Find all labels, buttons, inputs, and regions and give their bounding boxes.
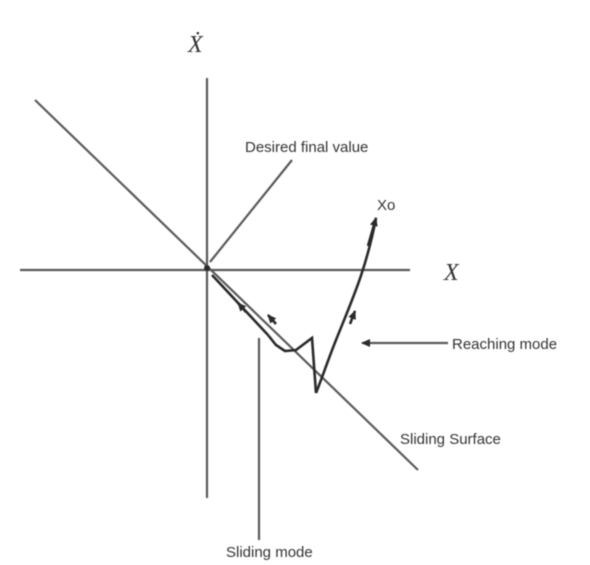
initial-state-label: Xo (377, 197, 395, 214)
x-axis-label: X (443, 260, 460, 286)
y-axis-label: Ẋ (187, 32, 204, 58)
sliding-arrow-2 (267, 314, 277, 325)
reaching-arrow-mid (348, 310, 357, 325)
sliding-surface-line (34, 99, 419, 471)
reaching-mode-label: Reaching mode (452, 336, 557, 353)
equilibrium-point (204, 265, 210, 271)
sliding-surface-label: Sliding Surface (400, 431, 501, 448)
reaching-trajectory (314, 217, 378, 394)
chattering-zigzag (266, 334, 318, 394)
sliding-arrow-1 (237, 302, 247, 313)
desired-final-value-label: Desired final value (245, 139, 368, 156)
reaching-arrow-top (366, 217, 378, 247)
desired-final-value-leader (209, 159, 293, 263)
sliding-mode-label: Sliding mode (226, 544, 313, 561)
